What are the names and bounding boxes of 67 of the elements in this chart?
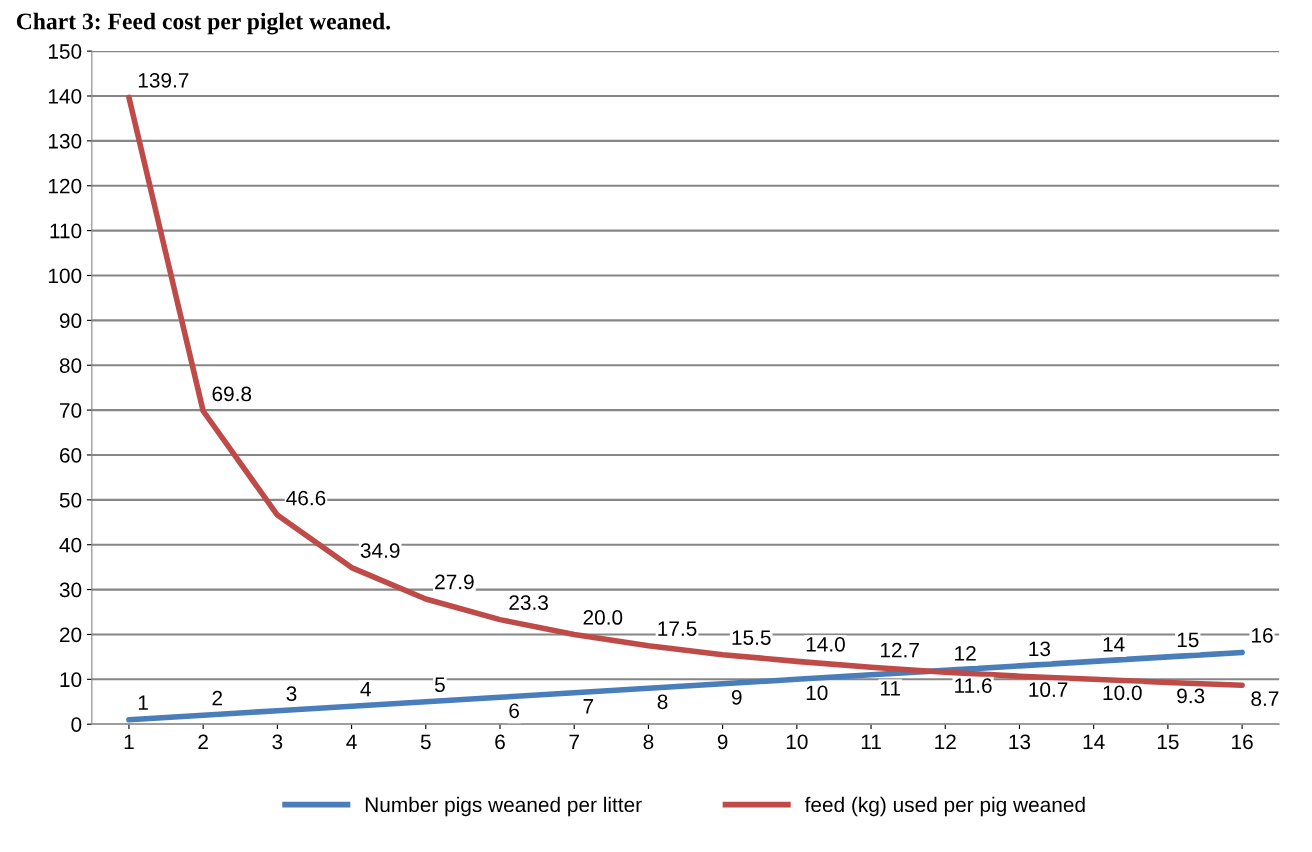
data-label: 15 (1177, 632, 1199, 648)
data-label: 10.0 (1103, 685, 1142, 701)
data-label: 46.6 (286, 490, 326, 506)
y-tick-label: 0 (71, 717, 82, 732)
data-label: 9 (731, 689, 742, 705)
data-label: 7 (583, 699, 594, 714)
data-label: 16 (1252, 627, 1273, 643)
x-tick-label: 10 (786, 734, 808, 750)
y-tick-label: 90 (59, 313, 82, 329)
y-tick-label: 130 (48, 133, 82, 149)
x-tick-label: 16 (1232, 734, 1253, 750)
y-tick-label: 20 (60, 627, 82, 643)
data-label: 13 (1029, 641, 1051, 657)
data-label: 69.8 (212, 386, 252, 402)
data-label: 10 (806, 685, 828, 701)
data-label: 23.3 (509, 595, 548, 610)
y-tick-label: 40 (59, 537, 82, 553)
data-label: 10.7 (1029, 682, 1068, 698)
data-label: 11 (880, 681, 900, 696)
y-tick-label: 100 (48, 268, 82, 284)
x-tick-label: 1 (124, 734, 134, 750)
data-label: 34.9 (360, 543, 400, 558)
x-tick-label: 11 (861, 734, 881, 750)
data-label: 17.5 (658, 621, 697, 636)
y-tick-label: 110 (50, 223, 82, 239)
x-tick-label: 3 (272, 734, 283, 750)
y-tick-label: 50 (59, 492, 82, 508)
data-label: 12.7 (880, 642, 919, 658)
x-tick-label: 8 (643, 734, 654, 750)
y-tick-label: 70 (60, 403, 82, 418)
y-tick-label: 10 (60, 672, 82, 688)
y-tick-label: 80 (59, 358, 82, 373)
data-label: 12 (955, 645, 976, 661)
data-label: 6 (509, 703, 519, 719)
data-label: 5 (434, 677, 445, 693)
data-label: 1 (138, 695, 148, 710)
x-tick-label: 4 (346, 734, 357, 750)
data-label: 14 (1103, 637, 1125, 652)
data-label: 139.7 (138, 72, 189, 88)
y-tick-label: 60 (60, 447, 82, 463)
chart-title: Chart 3: Feed cost per piglet weaned. (16, 12, 391, 35)
x-tick-label: 12 (935, 734, 956, 750)
x-tick-label: 6 (495, 734, 505, 750)
x-tick-label: 14 (1083, 734, 1105, 750)
x-tick-label: 13 (1009, 734, 1031, 750)
legend-label: feed (kg) used per pig weaned (804, 796, 1085, 817)
data-label: 9.3 (1177, 688, 1205, 704)
data-label: 4 (360, 682, 371, 697)
legend-label: Number pigs weaned per litter (365, 796, 642, 817)
data-label: 20.0 (583, 610, 623, 625)
x-tick-label: 2 (198, 734, 208, 750)
data-label: 27.9 (435, 574, 474, 590)
data-label: 8.7 (1251, 691, 1279, 707)
data-label: 15.5 (732, 630, 771, 645)
x-tick-label: 7 (569, 734, 579, 750)
data-label: 14.0 (806, 636, 845, 652)
data-label: 11.6 (955, 678, 992, 694)
data-label: 8 (657, 694, 668, 710)
y-tick-label: 30 (59, 582, 82, 598)
y-tick-label: 150 (48, 44, 82, 59)
x-tick-label: 9 (717, 734, 728, 750)
y-tick-label: 120 (48, 178, 82, 194)
x-tick-label: 5 (420, 734, 431, 750)
x-tick-label: 15 (1157, 734, 1179, 750)
data-label: 3 (286, 686, 297, 702)
data-label: 2 (212, 690, 223, 706)
y-tick-label: 140 (48, 88, 82, 104)
